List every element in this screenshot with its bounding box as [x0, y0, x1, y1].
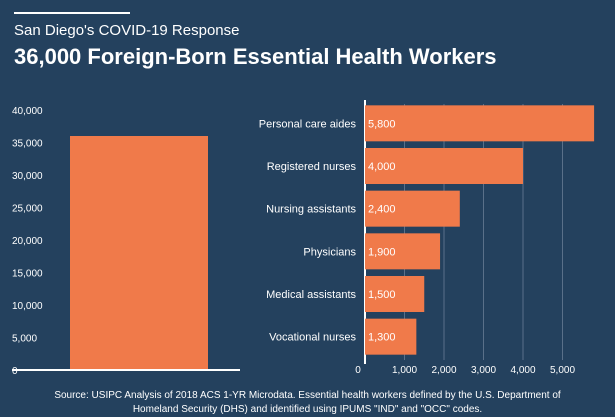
total-workers-bar	[70, 136, 208, 370]
occupation-label: Vocational nurses	[269, 332, 356, 344]
occupation-value-label: 5,800	[368, 118, 396, 130]
occupation-value-label: 1,500	[368, 289, 396, 301]
occupation-bar	[365, 318, 417, 355]
left-y-tick-label: 30,000	[12, 171, 43, 182]
occupation-bar	[365, 190, 460, 227]
occupation-label: Nursing assistants	[266, 204, 356, 216]
occupation-label: Personal care aides	[259, 118, 357, 130]
occupation-label: Registered nurses	[267, 161, 357, 173]
right-x-tick-label: 5,000	[550, 365, 575, 376]
occupation-bar	[365, 233, 441, 270]
right-x-tick-label: 0	[355, 365, 361, 376]
occupation-value-label: 1,900	[368, 246, 396, 258]
left-y-tick-label: 40,000	[12, 106, 43, 117]
right-x-tick-label: 1,000	[392, 365, 417, 376]
left-y-tick-label: 0	[12, 366, 18, 377]
right-x-tick-label: 4,000	[510, 365, 535, 376]
left-y-tick-label: 20,000	[12, 236, 43, 247]
source-note: Source: USIPC Analysis of 2018 ACS 1-YR …	[0, 389, 615, 417]
left-y-tick-label: 35,000	[12, 139, 43, 150]
header-rule	[14, 12, 130, 14]
occupation-value-label: 1,300	[368, 332, 396, 344]
page-title: 36,000 Foreign-Born Essential Health Wor…	[14, 44, 497, 69]
occupation-label: Medical assistants	[266, 289, 356, 301]
left-y-tick-label: 15,000	[12, 269, 43, 280]
occupation-value-label: 4,000	[368, 161, 396, 173]
right-x-tick-label: 3,000	[471, 365, 496, 376]
left-y-tick-label: 25,000	[12, 204, 43, 215]
occupation-value-label: 2,400	[368, 204, 396, 216]
occupation-bar	[365, 276, 425, 312]
left-y-tick-label: 10,000	[12, 301, 43, 312]
total-workers-chart: 0 5,000 10,000 15,000 20,000 25,000 30,000 35,0…	[12, 106, 240, 377]
left-y-tick-label: 5,000	[12, 334, 37, 345]
occupation-bar	[365, 105, 595, 142]
occupation-label: Physicians	[303, 246, 356, 258]
right-x-tick-label: 2,000	[431, 365, 456, 376]
occupation-bar	[365, 148, 523, 184]
page-subtitle: San Diego's COVID-19 Response	[14, 22, 240, 39]
occupation-breakdown-chart: Personal care aides 5,800 Registered nurse…	[259, 100, 595, 376]
source-line-1: Source: USIPC Analysis of 2018 ACS 1-YR …	[54, 390, 561, 401]
source-line-2: Homeland Security (DHS) and identified u…	[132, 404, 483, 415]
